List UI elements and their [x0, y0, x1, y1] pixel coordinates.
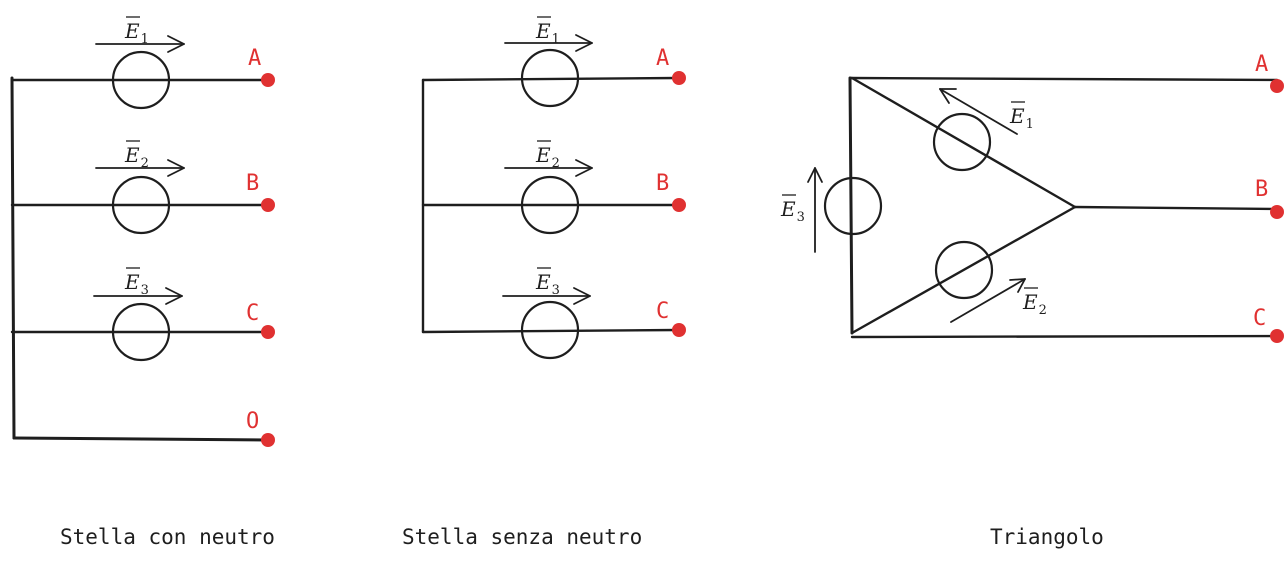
terminal-b-dot — [261, 198, 275, 212]
delta-side-e3 — [848, 76, 854, 335]
voltage-source-e1 — [520, 48, 580, 108]
caption-star-without-neutral: Stella senza neutro — [402, 525, 642, 549]
star-common-bus — [10, 76, 16, 440]
emf-label-e3: E3 — [780, 197, 805, 225]
emf-label-e3: E3 — [535, 270, 560, 298]
emf-label-e2: E2 — [535, 143, 560, 171]
voltage-source-e3 — [111, 302, 171, 362]
emf-label-e3: E3 — [124, 270, 149, 298]
terminal-a-label: A — [656, 46, 669, 71]
terminal-a-dot — [1270, 79, 1284, 93]
neutral-line — [12, 436, 270, 442]
caption-star-with-neutral: Stella con neutro — [60, 525, 275, 549]
terminal-b-dot — [1270, 205, 1284, 219]
terminal-a-label: A — [1255, 52, 1268, 77]
voltage-source-e2 — [520, 175, 580, 235]
emf-arrow-e3 — [807, 167, 823, 253]
voltage-source-e1 — [111, 50, 171, 110]
emf-label-e2: E2 — [124, 143, 149, 171]
terminal-c-dot — [672, 323, 686, 337]
emf-arrow-e3 — [502, 287, 591, 305]
delta-diagram: E1 E2 E3 A B C Triangolo — [780, 52, 1284, 549]
voltage-source-e3 — [520, 300, 580, 360]
terminal-c-dot — [1270, 329, 1284, 343]
emf-arrow-e1 — [939, 88, 1018, 135]
voltage-source-e3 — [823, 176, 883, 236]
terminal-a-dot — [672, 71, 686, 85]
phase-line-a — [848, 76, 1279, 82]
voltage-source-e1 — [932, 112, 992, 172]
star-without-neutral-diagram: E1 E2 E3 A B C Stella senza neutro — [402, 16, 686, 549]
terminal-o-label: O — [246, 409, 259, 434]
phase-line-a — [421, 76, 680, 82]
phase-line-c — [421, 328, 680, 334]
terminal-c-label: C — [246, 301, 259, 326]
terminal-c-label: C — [656, 299, 669, 324]
emf-arrow-e2 — [95, 159, 185, 177]
emf-label-e1: E1 — [1009, 104, 1034, 132]
voltage-source-e2 — [934, 240, 994, 300]
terminal-c-label: C — [1253, 306, 1266, 331]
star-with-neutral-diagram: E1 E2 E3 A B C O Stella con neutro — [10, 16, 275, 549]
terminal-a-label: A — [248, 46, 261, 71]
terminal-b-dot — [672, 198, 686, 212]
terminal-b-label: B — [246, 171, 259, 196]
terminal-a-dot — [261, 73, 275, 87]
phase-line-b — [1073, 205, 1279, 211]
voltage-source-e2 — [111, 175, 171, 235]
caption-delta: Triangolo — [990, 525, 1104, 549]
emf-arrow-e2 — [504, 159, 593, 177]
delta-side-e2 — [850, 205, 1077, 335]
terminal-b-label: B — [1255, 177, 1268, 202]
emf-arrow-e1 — [504, 34, 593, 52]
emf-arrow-e2 — [950, 278, 1026, 323]
emf-arrow-e1 — [95, 35, 185, 53]
terminal-o-dot — [261, 433, 275, 447]
terminal-c-dot — [261, 325, 275, 339]
phase-line-c — [850, 334, 1279, 339]
terminal-b-label: B — [656, 171, 669, 196]
emf-label-e1: E1 — [535, 19, 560, 47]
delta-side-e1 — [850, 76, 1077, 209]
emf-label-e1: E1 — [124, 19, 149, 47]
emf-arrow-e3 — [93, 287, 183, 305]
emf-label-e2: E2 — [1022, 290, 1047, 318]
